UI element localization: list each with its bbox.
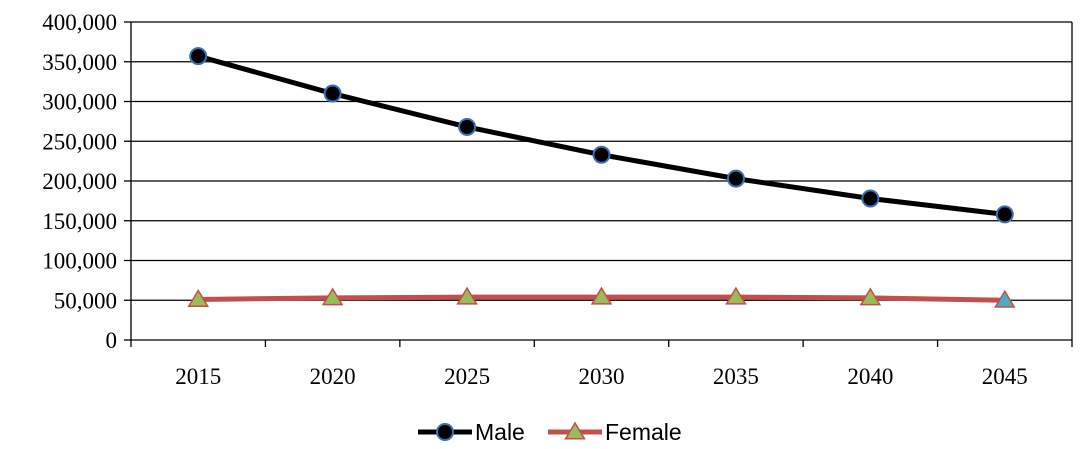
- legend: Male Female: [418, 419, 682, 445]
- male-point: [458, 117, 477, 136]
- gridlines: [131, 21, 1072, 301]
- x-tick-label: 2025: [444, 364, 490, 389]
- y-tick-labels: 400,000 350,000 300,000 250,000 200,000 150,0…: [42, 10, 117, 353]
- series-markers: [187, 47, 1016, 308]
- x-tick-label: 2030: [579, 364, 625, 389]
- male-point: [726, 169, 745, 188]
- female-point: [725, 286, 747, 305]
- legend-female-label: Female: [605, 419, 682, 444]
- female-point: [859, 287, 882, 306]
- male-point: [592, 145, 611, 164]
- y-tick-label: 350,000: [42, 50, 117, 75]
- axes: [124, 21, 1073, 347]
- x-tick-label: 2020: [310, 364, 356, 389]
- y-tick-label: 100,000: [42, 249, 117, 274]
- x-tick-label: 2040: [847, 364, 893, 389]
- male-point: [189, 47, 208, 66]
- male-point: [861, 189, 880, 208]
- female-point: [321, 287, 344, 306]
- x-tick-label: 2015: [175, 364, 221, 389]
- female-point: [994, 289, 1016, 308]
- x-tick-labels: 2015 2020 2025 2030 2035 2040 2045: [175, 364, 1028, 389]
- female-point: [456, 286, 478, 305]
- series-lines: [197, 53, 1006, 303]
- legend-male-marker: [436, 423, 454, 441]
- male-series-line: [197, 53, 1006, 217]
- female-point: [187, 288, 209, 307]
- y-tick-label: 200,000: [42, 169, 117, 194]
- y-tick-label: 50,000: [54, 288, 117, 313]
- y-tick-label: 400,000: [42, 10, 117, 35]
- male-point: [323, 84, 342, 103]
- x-tick-label: 2035: [713, 364, 759, 389]
- y-tick-label: 150,000: [42, 209, 117, 234]
- legend-male-label: Male: [475, 419, 525, 444]
- x-tick-label: 2045: [982, 364, 1028, 389]
- y-tick-label: 0: [106, 328, 118, 353]
- female-point: [590, 286, 613, 305]
- y-tick-label: 300,000: [42, 90, 117, 115]
- male-point: [995, 205, 1014, 224]
- legend-female-marker: [564, 421, 586, 440]
- y-tick-label: 250,000: [42, 129, 117, 154]
